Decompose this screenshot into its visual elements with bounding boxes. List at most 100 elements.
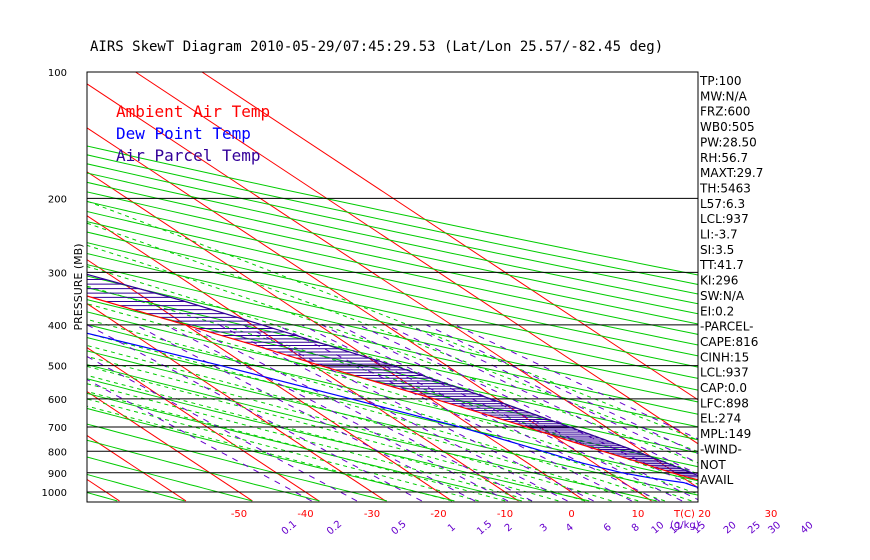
bottom-temp-tick-label: -30 [364,509,380,520]
pressure-tick-label: 900 [48,469,67,480]
stat-entry: TP:100 [699,74,742,88]
mixing-ratio-line [454,324,698,440]
stat-entry: KI:296 [700,274,738,288]
dry-adiabat-line [87,337,698,482]
stat-entry: CAP:0.0 [700,381,747,395]
bottom-temp-tick-label: -10 [497,509,513,520]
dry-adiabats [87,145,698,502]
mixing-ratio-label: 6 [602,522,614,535]
bottom-temp-tick-label: 10 [632,509,645,520]
bottom-temp-tick-label: 0 [568,509,574,520]
dry-adiabat-line [87,407,455,502]
dry-adiabat-line [87,456,253,502]
mixing-ratio-line [164,324,509,502]
bottom-temp-tick-label: 30 [765,509,778,520]
stat-entry: LCL:937 [700,212,749,226]
mixing-ratio-line [426,324,698,455]
mixing-ratio-label: 25 [746,520,763,537]
dry-adiabat-line [87,201,698,335]
isotherm-line [201,72,698,401]
mixing-ratio-line [87,324,423,502]
mixing-ratio-line [301,324,660,502]
isotherm-line [87,478,120,502]
dry-adiabat-line [87,181,698,315]
legend-entry: Air Parcel Temp [116,146,261,165]
isotherm-line [87,390,253,502]
mixing-ratio-line [87,378,312,502]
mixing-ratio-label: 3 [538,522,550,535]
stat-entry: NOT [700,458,726,472]
stat-entry: SI:3.5 [700,243,734,257]
moist-adiabat-line [87,303,698,495]
dry-adiabat-line [87,191,698,325]
pressure-tick-label: 800 [48,447,67,458]
mixing-ratio-label: 40 [799,520,816,537]
stat-entry: EL:274 [700,412,741,426]
moist-adiabat-line [87,266,698,475]
mixing-ratio-line [408,324,698,464]
isotherms [87,72,698,502]
mixing-ratio-label: 1.5 [475,519,494,538]
moist-adiabat-line [87,405,453,502]
pressure-tick-label: 1000 [42,488,67,499]
bottom-temp-tick-label: -50 [231,509,247,520]
cape-hatching [87,274,698,478]
mixing-ratio-label: 20 [722,520,739,537]
mixing-ratio-line [186,324,533,502]
dry-adiabat-line [87,231,698,368]
isotherm-line [87,303,386,502]
pressure-tick-label: 400 [48,321,67,332]
dry-adiabat-line [87,264,698,403]
bottom-temp-tick-label: 20 [698,509,711,520]
dry-adiabat-line [87,172,698,305]
dry-adiabat-line [87,154,698,285]
moist-adiabat-line [87,374,559,502]
pressure-tick-label: 500 [48,362,67,373]
mixing-ratio-label: 0.5 [389,519,408,538]
legend-entry: Dew Point Temp [116,124,251,143]
stat-entry: CINH:15 [700,350,749,364]
dry-adiabat-line [87,275,698,415]
stat-entry: LCL:937 [700,366,749,380]
stat-entry: LFC:898 [700,396,749,410]
stat-entry: FRZ:600 [700,105,750,119]
dry-adiabat-line [87,287,698,428]
mixing-ratio-lines [87,324,698,502]
stat-entry: AVAIL [700,473,734,487]
mixing-ratio-label: 1 [446,522,458,535]
stat-entry: L57:6.3 [700,197,745,211]
bottom-temp-tick-label: -40 [297,509,313,520]
dry-adiabat-line [87,324,698,468]
isotherm-line [87,346,320,502]
dry-adiabat-line [87,423,388,502]
mixing-ratio-line [338,324,698,501]
stat-entry: TH:5463 [699,181,751,195]
moist-adiabat-line [87,318,692,502]
legend: Ambient Air Temp Dew Point Temp Air Parcel… [116,102,270,165]
mixing-ratio-line [87,356,358,502]
moist-adiabat-line [87,200,698,441]
mixing-ratio-unit: (g/kg) [670,520,700,531]
pressure-tick-label: 600 [48,395,67,406]
mixing-ratio-line [358,324,698,490]
stat-entry: CAPE:816 [700,335,758,349]
mixing-ratio-line [276,324,632,502]
temp-unit-label: T(C) [673,509,695,520]
mixing-ratio-label: 30 [766,520,783,537]
stat-entry: MPL:149 [700,427,751,441]
dry-adiabat-line [87,364,657,502]
dry-adiabat-line [87,392,522,502]
stat-entry: -PARCEL- [700,320,754,334]
isotherm-line [87,127,652,502]
stat-entry: LI:-3.7 [700,228,738,242]
mixing-ratio-line [135,324,476,502]
dry-adiabat-line [87,145,698,276]
legend-entry: Ambient Air Temp [116,102,270,121]
moist-adiabat-line [87,244,698,464]
series-line-1 [87,295,698,481]
stat-entry: MW:N/A [700,89,748,103]
dry-adiabat-line [87,242,698,379]
moist-adiabat-line [87,222,698,453]
